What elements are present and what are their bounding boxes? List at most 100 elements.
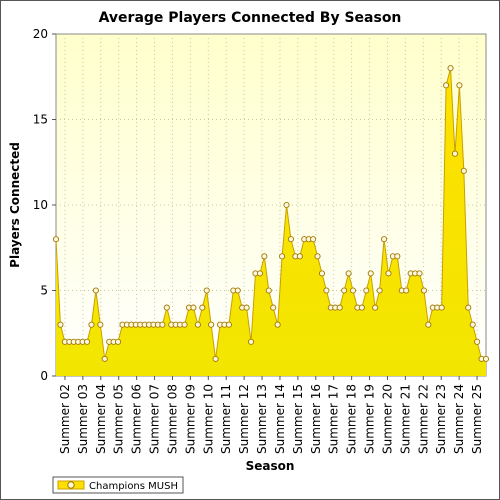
data-point	[270, 304, 277, 311]
data-point	[438, 304, 445, 311]
data-point	[163, 304, 170, 311]
data-point	[474, 338, 481, 345]
x-tick-label: Summer 23	[434, 384, 448, 454]
data-point	[376, 287, 383, 294]
data-point	[380, 236, 388, 243]
data-point	[341, 287, 348, 294]
x-axis-label: Season	[246, 459, 295, 473]
y-tick-label: 20	[33, 27, 48, 41]
data-point	[83, 338, 91, 345]
data-point	[194, 321, 201, 328]
data-point	[314, 253, 321, 260]
x-tick-label: Summer 09	[183, 384, 197, 454]
data-point	[274, 321, 281, 328]
data-point	[336, 304, 343, 311]
chart-title: Average Players Connected By Season	[99, 10, 402, 26]
data-point	[212, 355, 219, 362]
data-point	[385, 270, 392, 277]
data-point	[345, 270, 352, 277]
x-tick-label: Summer 03	[76, 384, 90, 454]
x-tick-label: Summer 14	[273, 384, 287, 454]
data-point	[181, 321, 188, 328]
x-tick-label: Summer 24	[452, 384, 466, 454]
x-tick-label: Summer 06	[130, 384, 144, 454]
data-point	[159, 321, 166, 328]
x-tick-label: Summer 10	[201, 384, 215, 454]
data-point	[256, 270, 263, 277]
x-tick-label: Summer 20	[380, 384, 394, 454]
x-tick-label: Summer 18	[345, 384, 359, 454]
data-point	[225, 321, 232, 328]
data-point	[420, 287, 427, 294]
y-tick-label: 0	[40, 369, 48, 383]
data-point	[115, 338, 122, 345]
data-point	[367, 270, 374, 277]
data-point	[88, 321, 95, 328]
data-point	[465, 304, 472, 311]
data-point	[358, 304, 365, 311]
series-markers	[52, 65, 490, 362]
y-axis-label: Players Connected	[8, 142, 22, 268]
legend-box	[52, 476, 184, 494]
data-point	[318, 270, 326, 277]
x-tick-label: Summer 08	[165, 384, 179, 454]
data-point	[279, 253, 286, 260]
data-point	[460, 167, 467, 174]
x-tick-label: Summer 07	[148, 384, 162, 454]
data-point	[349, 287, 357, 294]
data-point	[456, 82, 463, 89]
data-point	[57, 321, 64, 328]
data-point	[101, 355, 108, 362]
legend-label: Champions MUSH	[89, 481, 178, 492]
data-point	[482, 355, 490, 362]
x-tick-label: Summer 25	[470, 384, 484, 454]
data-point	[97, 321, 104, 328]
x-tick-label: Summer 05	[112, 384, 126, 454]
data-point	[469, 321, 476, 328]
data-point	[190, 304, 197, 311]
y-tick-label: 10	[33, 198, 48, 212]
x-tick-label: Summer 02	[58, 384, 72, 454]
x-tick-label: Summer 16	[309, 384, 323, 454]
data-point	[287, 236, 295, 243]
y-axis-ticks: 0 5 10 15 20	[33, 27, 56, 383]
data-point	[261, 253, 268, 260]
data-point	[443, 82, 450, 89]
y-tick-label: 5	[40, 284, 48, 298]
data-point	[403, 287, 410, 294]
data-point	[247, 338, 255, 345]
data-point	[265, 287, 272, 294]
data-point	[243, 304, 250, 311]
data-point	[92, 287, 99, 294]
legend-marker-icon	[67, 481, 75, 489]
data-point	[283, 201, 290, 209]
x-tick-label: Summer 04	[94, 384, 108, 454]
data-point	[425, 321, 432, 328]
x-tick-label: Summer 13	[255, 384, 269, 454]
data-point	[363, 287, 370, 294]
data-point	[296, 253, 303, 260]
x-tick-label: Summer 22	[416, 384, 430, 454]
data-point	[199, 304, 206, 311]
data-point	[234, 287, 241, 294]
series-area-fill	[56, 68, 486, 376]
data-point	[394, 253, 401, 260]
x-tick-label: Summer 15	[291, 384, 305, 454]
x-tick-label: Summer 11	[219, 384, 233, 454]
x-tick-label: Summer 19	[363, 384, 377, 454]
data-point	[372, 304, 379, 311]
x-axis-ticks: Summer 02 Summer 03 Summer 04 Summer 05 Summ…	[58, 376, 484, 454]
legend: Champions MUSH	[52, 476, 184, 494]
data-point	[203, 287, 210, 294]
x-tick-label: Summer 17	[327, 384, 341, 454]
x-tick-label: Summer 21	[398, 384, 412, 454]
data-point	[323, 287, 330, 294]
y-tick-label: 15	[33, 113, 48, 127]
data-point	[447, 65, 454, 72]
x-tick-label: Summer 12	[237, 384, 251, 454]
data-point	[208, 321, 215, 328]
data-point	[52, 236, 60, 243]
data-point	[451, 150, 459, 157]
data-point	[310, 236, 317, 243]
